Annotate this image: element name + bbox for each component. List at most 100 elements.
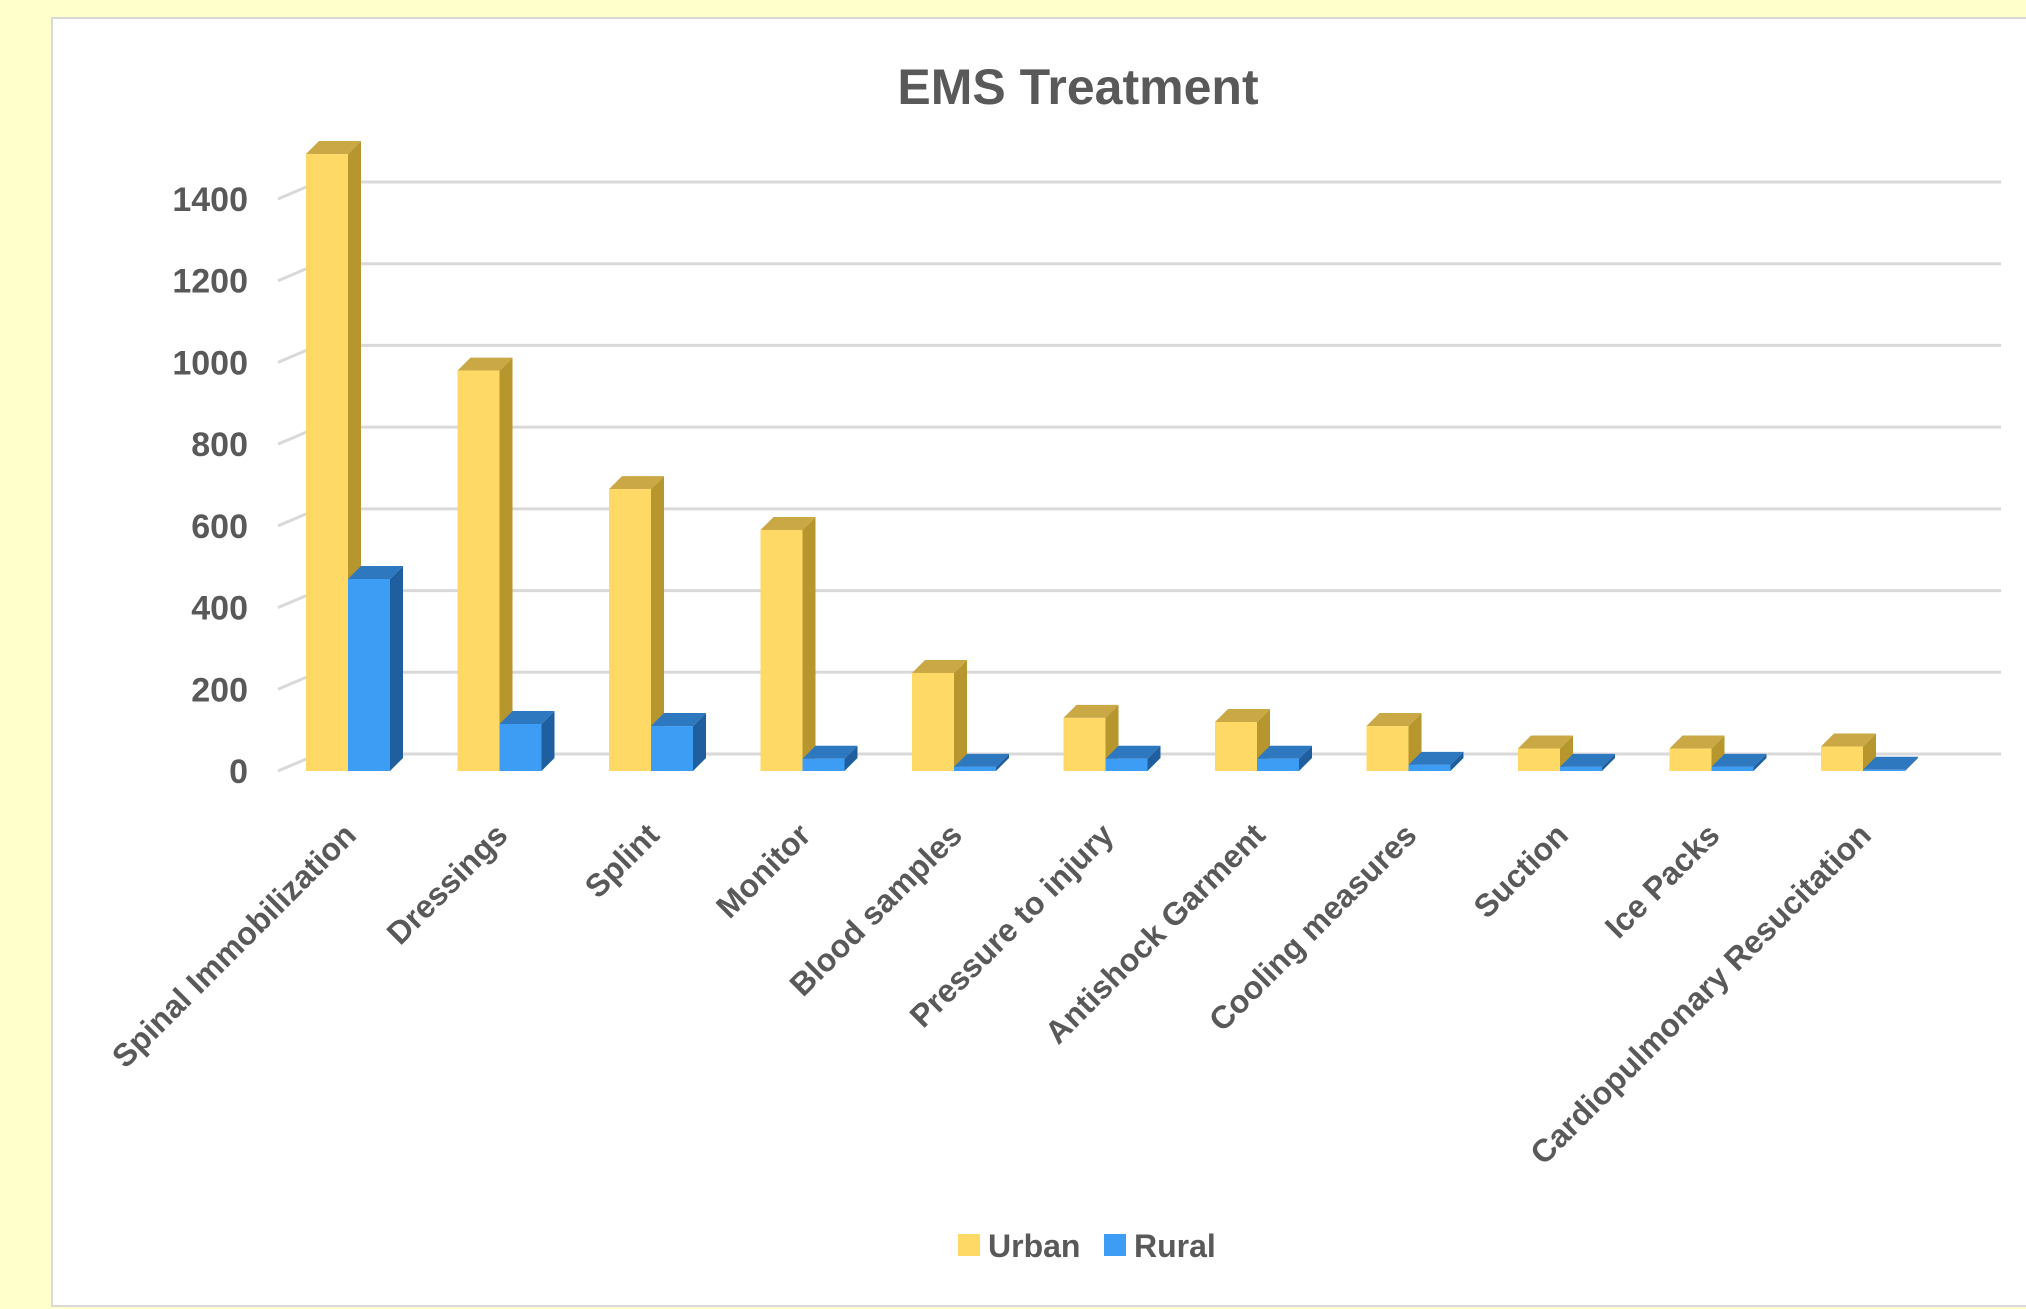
chart-title: EMS Treatment — [897, 59, 1259, 115]
bar-rural-5-side — [1147, 745, 1161, 771]
bar-rural-2-front — [651, 726, 693, 771]
bar-rural-10-front — [1863, 769, 1905, 771]
bar-rural-5-top — [1105, 745, 1161, 759]
legend-swatch-urban — [958, 1234, 980, 1256]
bar-rural-9 — [1711, 753, 1767, 771]
bar-urban-9-side — [1711, 735, 1725, 771]
chart-svg: EMS Treatment 0200400600800100012001400 … — [105, 59, 2001, 1264]
bar-rural-0 — [348, 565, 403, 771]
bar-rural-7-front — [1408, 764, 1451, 771]
bar-rural-3 — [802, 745, 858, 771]
x-tick-label-2: Splint — [578, 816, 667, 905]
y-tick-label-800: 800 — [191, 426, 248, 464]
bar-rural-0-front — [348, 578, 390, 771]
bar-urban-5 — [1063, 704, 1119, 771]
bar-rural-7-side — [1450, 751, 1464, 771]
bar-rural-3-top — [802, 745, 858, 759]
bar-rural-8-side — [1602, 753, 1615, 771]
bar-urban-6-front — [1215, 721, 1257, 771]
bar-urban-1-side — [499, 357, 513, 771]
bar-urban-10-front — [1821, 746, 1863, 771]
bar-urban-4-side — [954, 659, 967, 771]
bar-urban-8 — [1518, 735, 1573, 771]
x-axis-ticks: Spinal Immobilization Dressings Splint Moni… — [105, 816, 1878, 1171]
bar-urban-4 — [912, 659, 967, 771]
y-tick-label-600: 600 — [191, 508, 248, 546]
bar-rural-7 — [1408, 751, 1464, 771]
bar-rural-2 — [651, 713, 706, 771]
bar-urban-5-front — [1063, 717, 1106, 771]
gridline-800 — [277, 425, 2001, 446]
bar-urban-1-top — [457, 357, 513, 371]
bar-urban-3 — [760, 516, 816, 771]
y-axis-ticks: 0 200 400 600 800 1000 1200 1400 — [172, 181, 248, 791]
bar-rural-5 — [1105, 745, 1161, 771]
bar-rural-10-top — [1863, 756, 1918, 770]
y-tick-label-0: 0 — [229, 753, 248, 791]
bar-urban-3-top — [760, 516, 816, 530]
bar-rural-3-front — [802, 758, 845, 771]
bar-rural-9-side — [1753, 753, 1767, 771]
bar-urban-8-side — [1560, 735, 1573, 771]
bar-rural-4-top — [954, 753, 1009, 767]
x-tick-label-3: Monitor — [709, 816, 817, 924]
gridline-600 — [277, 507, 2001, 528]
bar-rural-4 — [954, 753, 1009, 771]
bar-urban-2-side — [651, 476, 664, 771]
bar-urban-10 — [1821, 733, 1876, 771]
bar-urban-3-front — [760, 529, 803, 771]
bar-rural-9-front — [1711, 766, 1754, 771]
bar-rural-8 — [1560, 753, 1615, 771]
legend: Urban Rural — [958, 1228, 1216, 1264]
bar-rural-6-side — [1299, 745, 1312, 771]
bar-urban-2-top — [609, 476, 664, 490]
x-tick-label-9: Ice Packs — [1598, 816, 1727, 945]
bar-urban-7 — [1366, 713, 1422, 771]
bar-urban-2 — [609, 476, 664, 771]
x-tick-label-1: Dressings — [380, 816, 515, 951]
bar-rural-10 — [1863, 756, 1918, 771]
bar-rural-4-front — [954, 766, 996, 771]
bar-rural-0-side — [390, 565, 403, 771]
bar-urban-4-front — [912, 672, 954, 771]
bar-rural-6-top — [1257, 745, 1312, 759]
bar-rural-3-side — [844, 745, 858, 771]
bar-urban-0-front — [306, 154, 348, 772]
bar-urban-9-front — [1669, 748, 1712, 771]
bar-urban-6-top — [1215, 708, 1270, 722]
bar-urban-4-top — [912, 659, 967, 673]
y-tick-label-200: 200 — [191, 671, 248, 709]
bar-urban-7-front — [1366, 726, 1409, 771]
y-tick-label-1000: 1000 — [172, 344, 248, 382]
bar-rural-1-front — [499, 724, 542, 771]
bars — [306, 141, 1918, 772]
bar-rural-6-front — [1257, 758, 1299, 771]
legend-swatch-rural — [1104, 1234, 1126, 1256]
bar-urban-9 — [1669, 735, 1725, 771]
bar-urban-8-front — [1518, 748, 1560, 771]
bar-rural-7-top — [1408, 751, 1464, 765]
x-tick-label-8: Suction — [1467, 816, 1575, 924]
bar-rural-2-side — [693, 713, 706, 771]
gridline-1400 — [277, 180, 2001, 201]
gridline-400 — [277, 589, 2001, 609]
gridline-1200 — [277, 262, 2001, 283]
bar-urban-5-top — [1063, 704, 1119, 718]
bar-rural-8-front — [1560, 766, 1602, 771]
bar-urban-9-top — [1669, 735, 1725, 749]
bar-rural-10-side — [1905, 756, 1918, 771]
bar-rural-1 — [499, 711, 555, 771]
bar-urban-10-top — [1821, 733, 1876, 747]
chart-frame: EMS Treatment 0 200 400 600 800 1000 1200 1400 … — [51, 17, 2026, 1307]
bar-rural-6 — [1257, 745, 1312, 771]
bar-urban-2-front — [609, 489, 651, 771]
bar-urban-7-top — [1366, 713, 1422, 727]
bar-urban-8-top — [1518, 735, 1573, 749]
bar-rural-0-top — [348, 565, 403, 579]
bar-rural-9-top — [1711, 753, 1767, 767]
y-tick-label-1400: 1400 — [172, 181, 248, 219]
x-tick-label-0: Spinal Immobilization — [105, 816, 363, 1074]
bar-rural-5-front — [1105, 758, 1148, 771]
bar-urban-3-side — [802, 516, 816, 771]
bar-rural-2-top — [651, 713, 706, 727]
